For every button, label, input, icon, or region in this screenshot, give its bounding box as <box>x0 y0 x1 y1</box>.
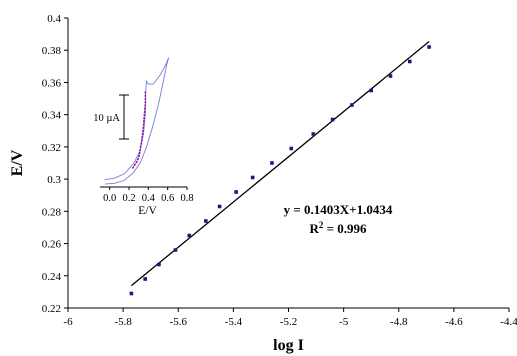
x-axis-title: log I <box>273 337 304 354</box>
x-tick-label: -5.6 <box>170 316 188 328</box>
data-point <box>330 117 335 122</box>
data-point <box>388 74 393 78</box>
data-point <box>204 219 208 223</box>
data-point <box>173 248 178 252</box>
scale-bar-label: 10 µA <box>93 113 120 124</box>
data-point <box>427 45 431 49</box>
data-point <box>143 277 147 281</box>
data-point <box>270 161 274 165</box>
y-tick-label: 0.36 <box>42 77 62 89</box>
data-point <box>157 262 161 267</box>
main-plot: 0.220.240.260.280.30.320.340.360.380.4-6… <box>9 13 517 354</box>
inset-x-tick-label: 0.2 <box>122 193 135 204</box>
y-tick-label: 0.32 <box>42 142 61 154</box>
r-squared-value: = 0.996 <box>323 221 367 236</box>
x-tick-label: -6 <box>63 316 73 328</box>
r-squared-exponent: 2 <box>319 220 324 230</box>
y-tick-label: 0.24 <box>42 271 62 283</box>
inset-x-axis-title: E/V <box>138 205 157 217</box>
data-point <box>289 146 294 151</box>
data-point <box>187 233 192 238</box>
x-tick-label: -5.8 <box>114 316 132 328</box>
inset-chart: 0.0 0.2 0.4 0.6 0.8 E/V 10 µA <box>93 57 194 217</box>
inset-dotted-curve <box>132 90 147 169</box>
inset-x-tick-label: 0.6 <box>161 193 174 204</box>
x-tick-label: -5.2 <box>280 316 297 328</box>
data-point <box>369 88 373 93</box>
data-point <box>350 103 354 107</box>
data-point <box>217 204 222 209</box>
data-point <box>311 132 316 136</box>
y-tick-label: 0.3 <box>47 174 61 186</box>
fit-equation: y = 0.1403X+1.0434 R2 = 0.996 <box>284 202 393 236</box>
y-tick-label: 0.34 <box>42 110 62 122</box>
fit-equation-text: y = 0.1403X+1.0434 <box>284 202 393 217</box>
inset-cv-curve-1 <box>104 57 170 185</box>
inset-x-tick-label: 0.4 <box>142 193 156 204</box>
y-tick-label: 0.22 <box>42 303 61 315</box>
y-tick-label: 0.4 <box>47 13 61 25</box>
x-tick-label: -5.4 <box>225 316 243 328</box>
fit-line <box>130 41 430 287</box>
y-axis-title: E/V <box>9 149 26 176</box>
data-point <box>407 59 412 64</box>
r-squared-label: R <box>309 221 319 236</box>
y-tick-label: 0.38 <box>42 45 62 57</box>
data-point <box>250 175 255 180</box>
x-tick-label: -4.4 <box>500 316 517 328</box>
y-tick-label: 0.28 <box>42 206 62 218</box>
inset-x-tick-label: 0.0 <box>103 193 116 204</box>
x-tick-label: -5 <box>339 316 349 328</box>
x-tick-label: -4.8 <box>390 316 408 328</box>
data-point <box>129 291 134 296</box>
data-point <box>234 190 238 194</box>
r-squared-text: R2 = 0.996 <box>309 220 367 236</box>
x-tick-label: -4.6 <box>445 316 463 328</box>
y-tick-label: 0.26 <box>42 239 62 251</box>
inset-x-tick-label: 0.8 <box>180 193 193 204</box>
